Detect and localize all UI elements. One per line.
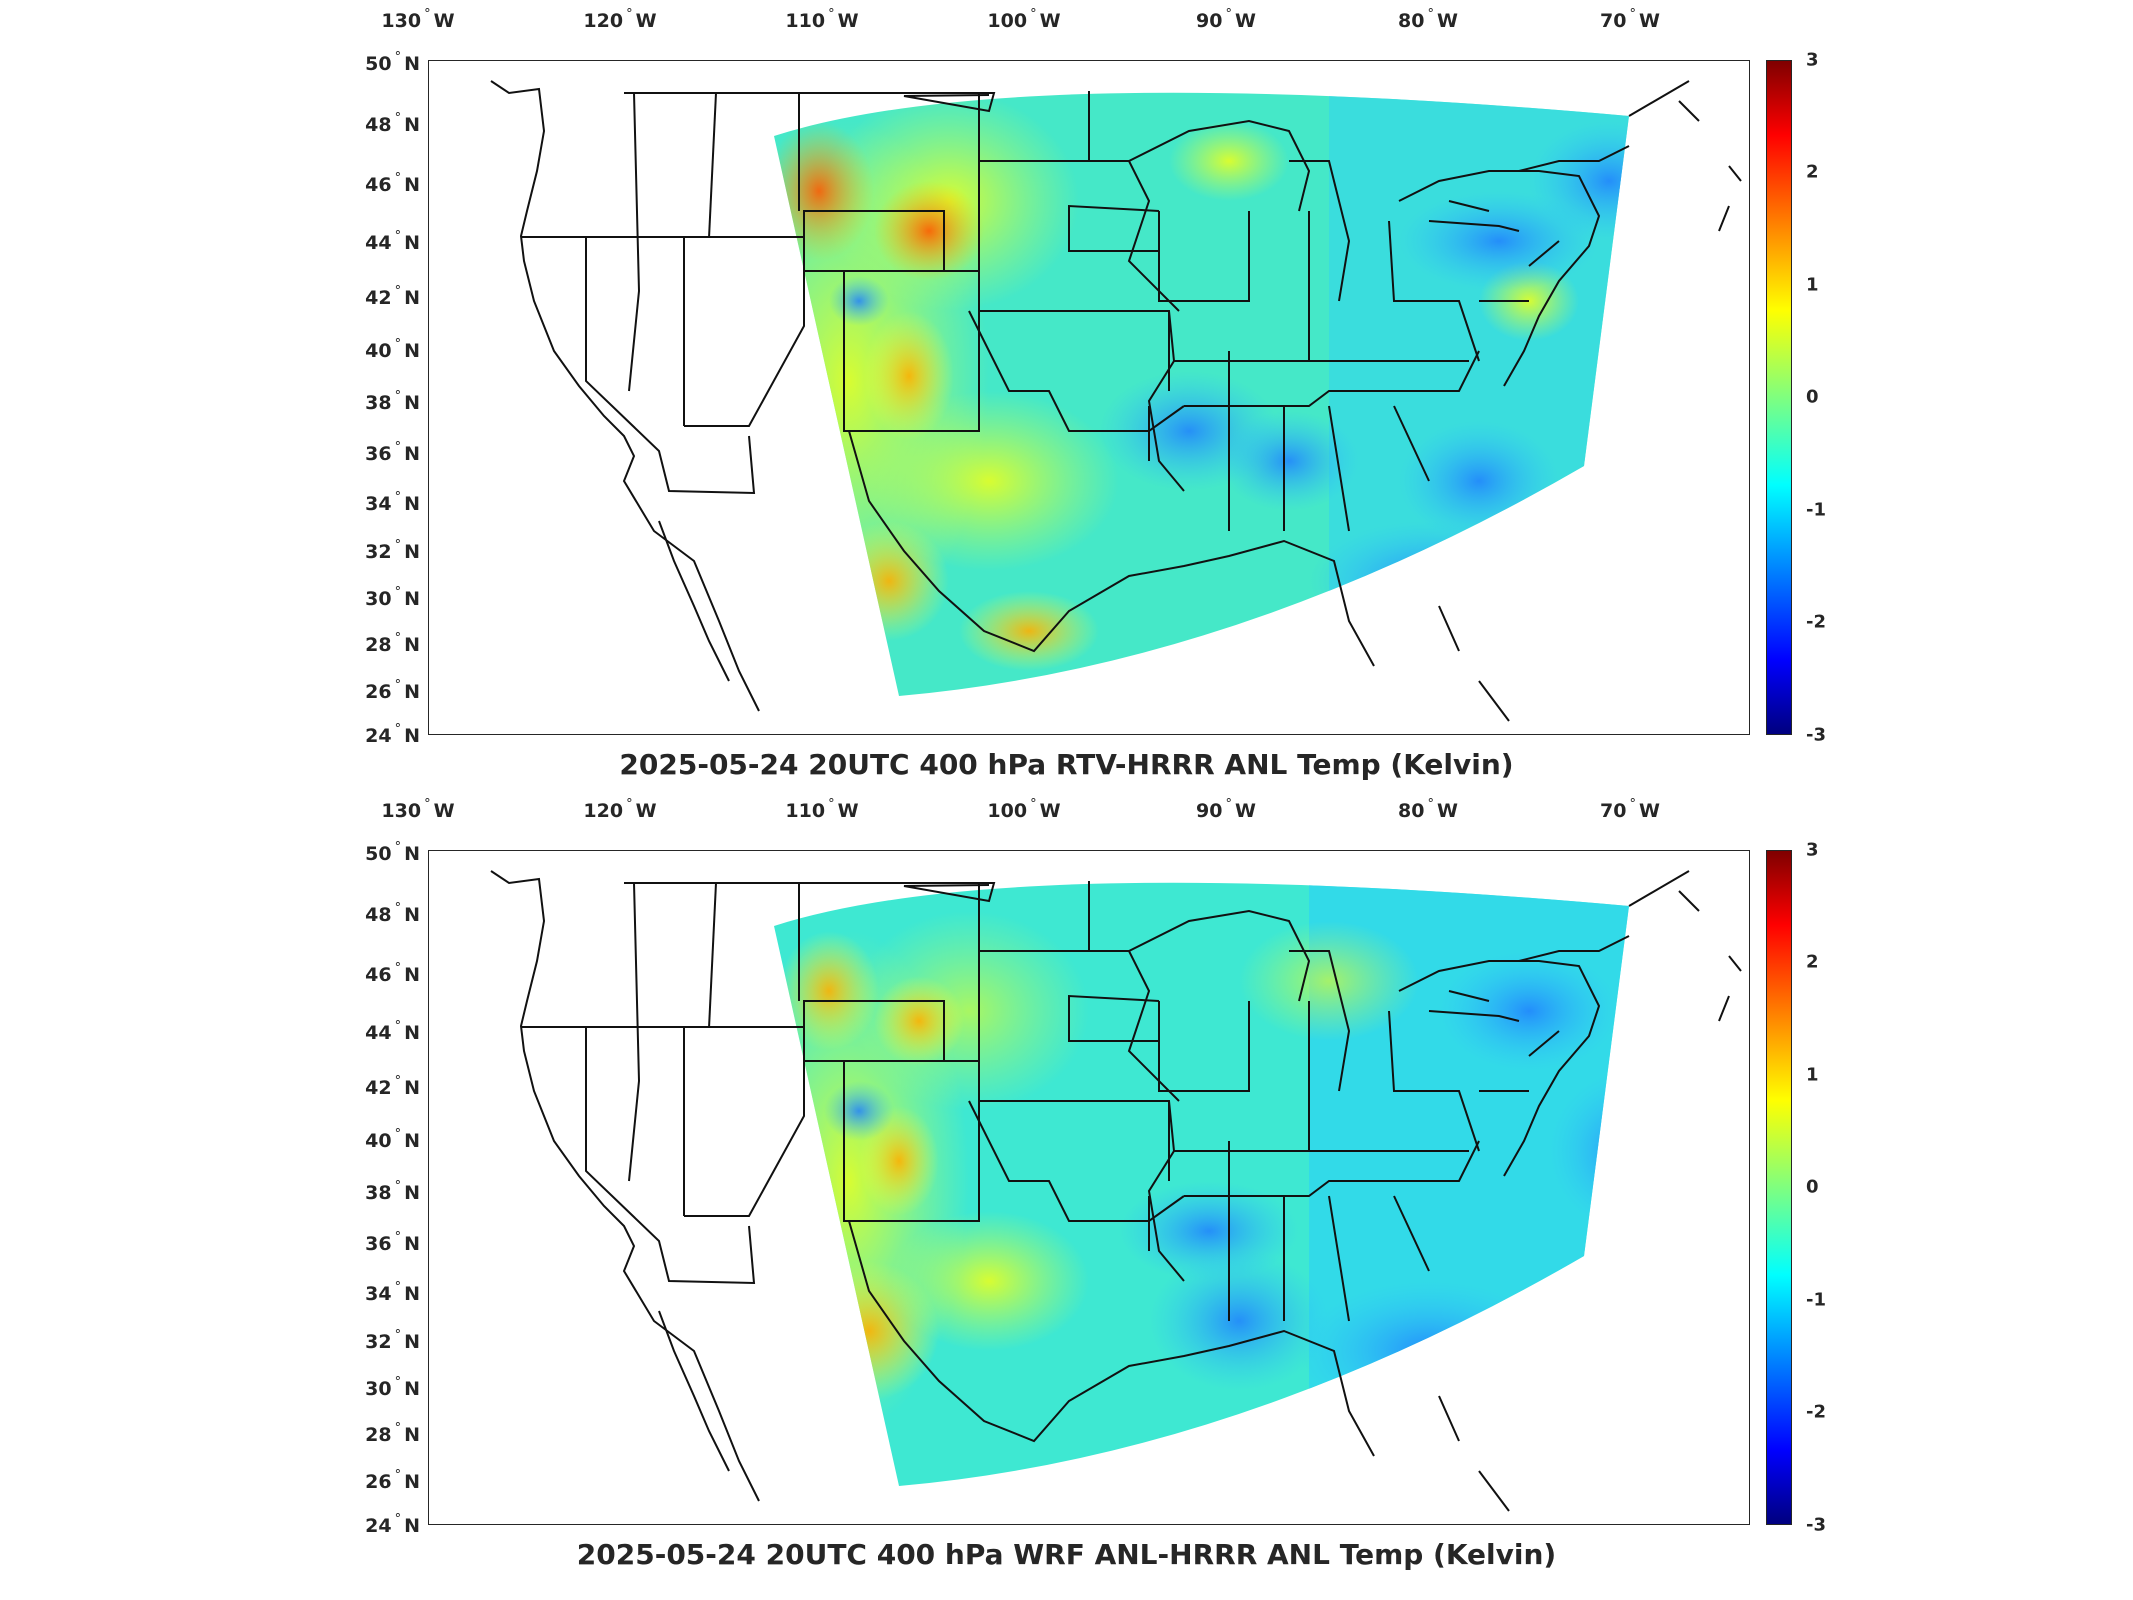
colorbar-tick-label: -2: [1806, 611, 1826, 633]
map-canvas: [490, 80, 1742, 722]
lat-tick-label: 44 ° N: [365, 1019, 420, 1044]
colorbar: [1766, 60, 1792, 735]
lat-tick-label: 46 ° N: [365, 961, 420, 986]
lat-tick-label: 30 ° N: [365, 1375, 420, 1400]
lat-tick-label: 36 ° N: [365, 440, 420, 465]
lat-tick-label: 40 ° N: [365, 1127, 420, 1152]
colorbar-tick-label: 0: [1806, 1176, 1819, 1198]
lon-tick-label: 100 ° W: [987, 7, 1061, 32]
lat-tick-label: 42 ° N: [365, 1074, 420, 1099]
lat-tick-label: 36 ° N: [365, 1230, 420, 1255]
lon-tick-label: 100 ° W: [987, 797, 1061, 822]
lat-tick-label: 44 ° N: [365, 229, 420, 254]
colorbar-tick-label: -1: [1806, 1289, 1826, 1311]
lat-tick-label: 26 ° N: [365, 678, 420, 703]
map-panel-bottom: 130 ° W 120 ° W 110 ° W 100 ° W 90 ° W 80 ° W 70 ° W 5…: [0, 790, 2133, 1580]
lon-tick-label: 120 ° W: [583, 7, 657, 32]
lon-tick-label: 130 ° W: [381, 797, 455, 822]
colorbar-tick-label: 0: [1806, 386, 1819, 408]
colorbar-tick-label: -1: [1806, 499, 1826, 521]
lat-tick-label: 48 ° N: [365, 901, 420, 926]
lat-tick-label: 38 ° N: [365, 1179, 420, 1204]
coastlines-and-borders: [490, 870, 1742, 1512]
colorbar-tick-label: 2: [1806, 161, 1819, 183]
lat-tick-label: 42 ° N: [365, 284, 420, 309]
lat-tick-label: 34 ° N: [365, 490, 420, 515]
colorbar-tick-label: -2: [1806, 1401, 1826, 1423]
colorbar: [1766, 850, 1792, 1525]
lat-tick-label: 34 ° N: [365, 1280, 420, 1305]
lat-tick-label: 30 ° N: [365, 585, 420, 610]
lat-tick-label: 50 ° N: [365, 50, 420, 75]
lon-tick-label: 110 ° W: [785, 7, 859, 32]
panel-title: 2025-05-24 20UTC 400 hPa WRF ANL-HRRR AN…: [576, 1538, 1557, 1571]
lat-tick-label: 32 ° N: [365, 538, 420, 563]
colorbar-tick-label: -3: [1806, 1514, 1826, 1536]
lat-tick-label: 40 ° N: [365, 337, 420, 362]
lat-tick-label: 24 ° N: [365, 1512, 420, 1537]
lon-tick-label: 90 ° W: [1196, 797, 1256, 822]
lon-tick-label: 120 ° W: [583, 797, 657, 822]
lon-tick-label: 80 ° W: [1398, 797, 1458, 822]
colorbar-tick-label: 3: [1806, 49, 1819, 71]
temperature-difference-map[interactable]: [428, 850, 1750, 1525]
lat-tick-label: 50 ° N: [365, 840, 420, 865]
lat-tick-label: 24 ° N: [365, 722, 420, 747]
lat-tick-label: 38 ° N: [365, 389, 420, 414]
lat-tick-label: 46 ° N: [365, 171, 420, 196]
map-canvas: [490, 870, 1742, 1512]
colorbar-tick-label: -3: [1806, 724, 1826, 746]
lon-tick-label: 80 ° W: [1398, 7, 1458, 32]
lat-tick-label: 48 ° N: [365, 111, 420, 136]
lat-tick-label: 26 ° N: [365, 1468, 420, 1493]
colorbar-tick-label: 1: [1806, 1064, 1819, 1086]
coastlines-and-borders: [490, 80, 1742, 722]
lat-tick-label: 28 ° N: [365, 1421, 420, 1446]
lat-tick-label: 32 ° N: [365, 1328, 420, 1353]
colorbar-tick-label: 3: [1806, 839, 1819, 861]
map-panel-top: 130 ° W 120 ° W 110 ° W 100 ° W 90 ° W 80 ° W 70 ° W 5…: [0, 0, 2133, 790]
colorbar-tick-label: 1: [1806, 274, 1819, 296]
temperature-difference-map[interactable]: [428, 60, 1750, 735]
lon-tick-label: 130 ° W: [381, 7, 455, 32]
lon-tick-label: 90 ° W: [1196, 7, 1256, 32]
panel-title: 2025-05-24 20UTC 400 hPa RTV-HRRR ANL Te…: [619, 748, 1514, 781]
lon-tick-label: 70 ° W: [1600, 7, 1660, 32]
lon-tick-label: 70 ° W: [1600, 797, 1660, 822]
colorbar-tick-label: 2: [1806, 951, 1819, 973]
lat-tick-label: 28 ° N: [365, 631, 420, 656]
lon-tick-label: 110 ° W: [785, 797, 859, 822]
